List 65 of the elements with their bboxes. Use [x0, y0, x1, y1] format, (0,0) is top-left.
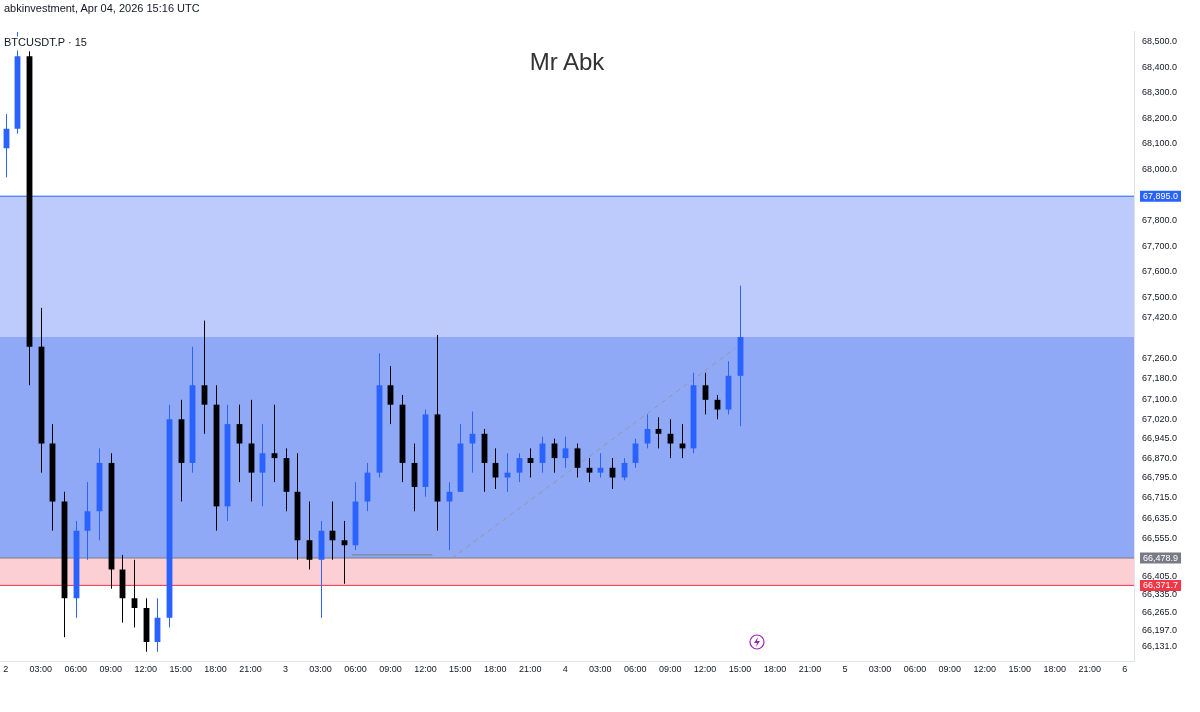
y-tick-label: 66,405.0 — [1142, 571, 1178, 582]
text: Mr Abk — [529, 48, 606, 76]
x-tick-label: 06:00 — [64, 664, 88, 675]
x-tick-label: 09:00 — [658, 664, 682, 675]
x-tick-label: 15:00 — [449, 664, 472, 675]
y-tick-label: 68,100.0 — [1142, 138, 1178, 149]
x-tick-label: 03:00 — [588, 664, 612, 675]
ref-line-label: 66,371.7 — [1143, 580, 1179, 591]
x-tick-label: 18:00 — [763, 664, 787, 675]
y-tick-label: 67,260.0 — [1142, 352, 1178, 363]
x-tick-label: 21:00 — [798, 664, 822, 675]
x-tick-label: 5 — [842, 664, 848, 675]
x-tick-label: 18:00 — [204, 664, 227, 675]
x-tick-label: 18:00 — [1043, 664, 1067, 675]
y-tick-label: 66,945.0 — [1142, 433, 1178, 444]
y-tick-label: 67,700.0 — [1142, 240, 1178, 251]
y-tick-label: 67,420.0 — [1142, 312, 1178, 323]
x-tick-label: 12:00 — [693, 664, 717, 675]
text: abkinvestment, Apr 04, 2026 15:16 UTC — [4, 2, 200, 14]
x-tick-label: 09:00 — [379, 664, 402, 675]
y-tick-label: 66,795.0 — [1142, 471, 1178, 482]
y-tick-label: 66,715.0 — [1142, 492, 1178, 503]
x-tick-label: 21:00 — [239, 664, 262, 675]
x-tick-label: 12:00 — [134, 664, 157, 675]
y-tick-label: 66,635.0 — [1142, 512, 1178, 523]
x-tick-label: 09:00 — [938, 664, 962, 675]
y-tick-label: 68,500.0 — [1142, 36, 1178, 47]
x-tick-label: 09:00 — [99, 664, 122, 675]
x-tick-label: 06:00 — [623, 664, 647, 675]
y-tick-label: 66,131.0 — [1142, 641, 1178, 652]
y-tick-label: 68,300.0 — [1142, 87, 1178, 98]
x-tick-label: 2 — [3, 664, 9, 675]
y-tick-label: 66,870.0 — [1142, 452, 1178, 463]
x-tick-label: 6 — [1122, 664, 1128, 675]
ref-line-label: 67,895.0 — [1143, 191, 1179, 202]
x-tick-label: 03:00 — [868, 664, 892, 675]
x-tick-label: 03:00 — [29, 664, 53, 675]
text: BTCUSDT.P · 15 — [4, 36, 87, 49]
y-tick-label: 68,400.0 — [1142, 61, 1178, 72]
x-tick-label: 15:00 — [169, 664, 192, 675]
x-tick-label: 06:00 — [903, 664, 927, 675]
ref-line-label: 66,478.9 — [1143, 552, 1179, 563]
x-tick-label: 3 — [283, 664, 289, 675]
x-tick-label: 15:00 — [1008, 664, 1032, 675]
y-tick-label: 66,335.0 — [1142, 589, 1178, 600]
y-tick-label: 68,200.0 — [1142, 112, 1178, 123]
x-tick-label: 12:00 — [414, 664, 437, 675]
y-tick-label: 66,197.0 — [1142, 624, 1178, 635]
x-tick-label: 15:00 — [728, 664, 752, 675]
y-tick-label: 67,600.0 — [1142, 266, 1178, 277]
y-tick-label: 67,100.0 — [1142, 393, 1178, 404]
x-tick-label: 21:00 — [1078, 664, 1101, 675]
y-tick-label: 67,800.0 — [1142, 214, 1178, 225]
x-tick-label: 18:00 — [484, 664, 507, 675]
y-tick-label: 67,020.0 — [1142, 414, 1178, 425]
y-tick-label: 67,180.0 — [1142, 373, 1178, 384]
x-tick-label: 06:00 — [344, 664, 367, 675]
x-tick-label: 21:00 — [519, 664, 542, 675]
y-tick-label: 67,500.0 — [1142, 291, 1178, 302]
x-tick-label: 4 — [562, 664, 568, 675]
x-tick-label: 03:00 — [309, 664, 332, 675]
y-tick-label: 68,000.0 — [1142, 163, 1178, 174]
x-tick-label: 12:00 — [973, 664, 997, 675]
y-tick-label: 66,265.0 — [1142, 607, 1178, 618]
y-tick-label: 66,555.0 — [1142, 533, 1178, 544]
